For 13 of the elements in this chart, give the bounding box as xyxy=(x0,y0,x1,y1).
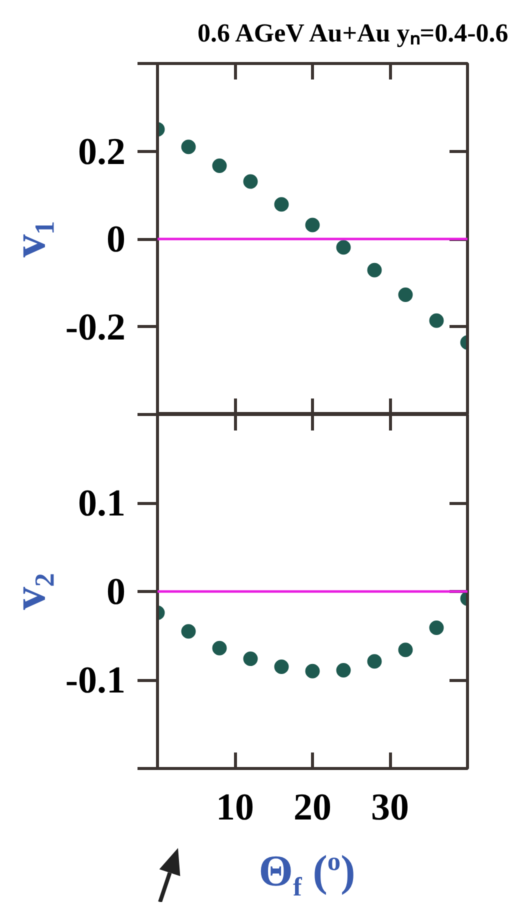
y-axis-title: v₁ xyxy=(3,220,54,258)
x-tick-label: 10 xyxy=(216,786,254,828)
y-tick-label: 0 xyxy=(106,218,126,260)
y-tick-label: -0.2 xyxy=(65,306,126,348)
y-tick-label: 0 xyxy=(106,571,126,613)
x-axis-title: Θ$_{f}$ ($^{o}$) xyxy=(258,846,356,902)
x-tick-label: 20 xyxy=(294,786,332,828)
y-tick-label: -0.1 xyxy=(65,660,126,702)
y-tick-label: 0.2 xyxy=(78,130,126,173)
y-tick-label: 0.1 xyxy=(78,482,126,524)
chart-title: 0.6 AGeV Au+Au yₙ=0.4-0.6 xyxy=(198,18,508,48)
y-axis-title: v₂ xyxy=(3,573,54,610)
x-tick-label: 30 xyxy=(371,786,409,828)
